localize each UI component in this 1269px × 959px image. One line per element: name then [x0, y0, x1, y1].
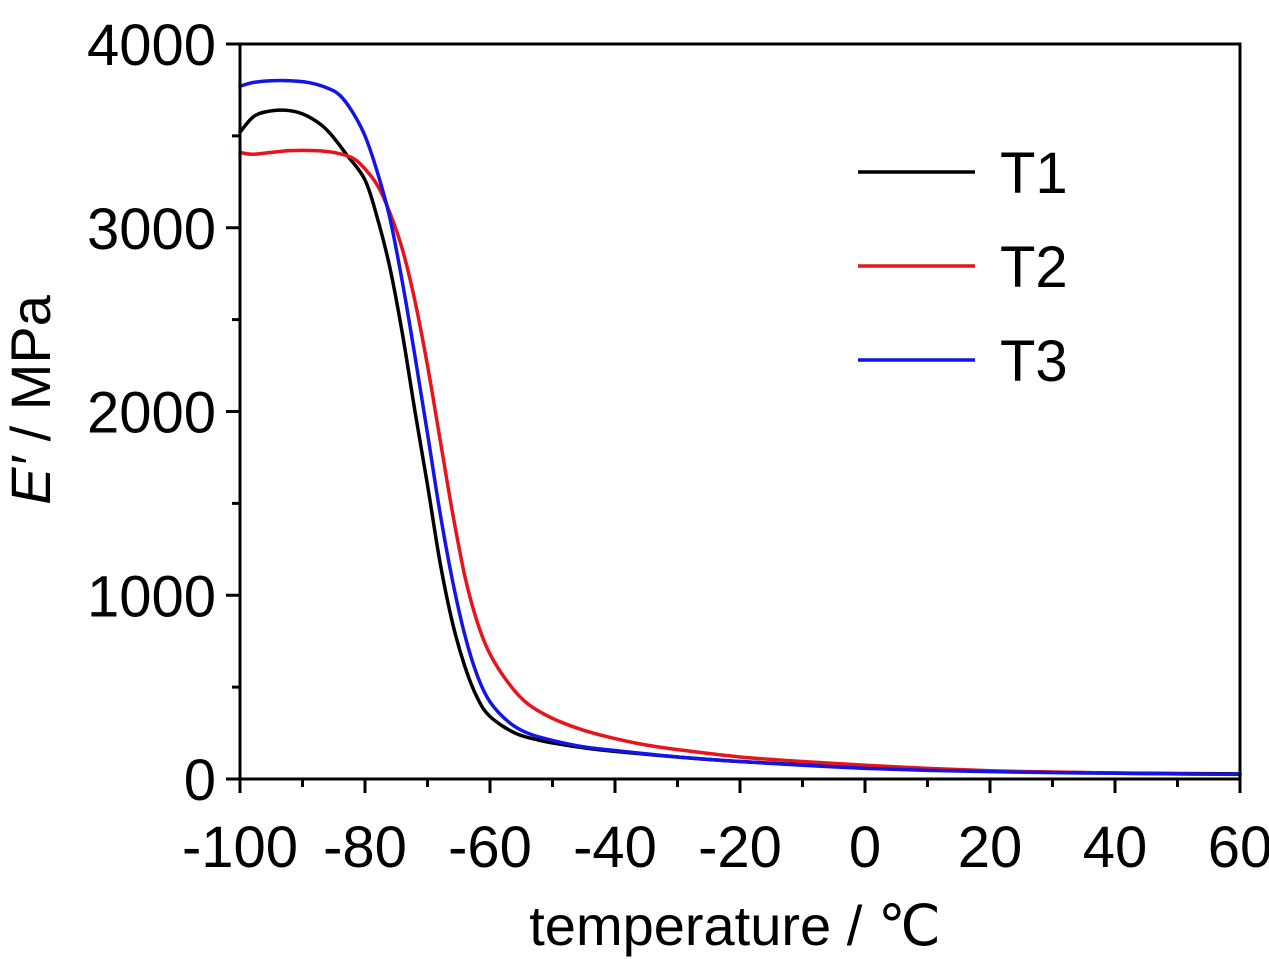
- y-axis-label: E′ / MPa: [0, 294, 62, 505]
- y-tick-label: 1000: [87, 564, 216, 629]
- series-line-t2: [238, 148, 1242, 777]
- y-axis-label-unit: / MPa: [0, 294, 62, 457]
- x-tick-label: 60: [1208, 815, 1269, 880]
- x-tick-label: -60: [448, 815, 532, 880]
- y-tick-label: 4000: [87, 13, 216, 78]
- series-layer: [238, 78, 1242, 777]
- legend-label-t1: T1: [1000, 141, 1068, 206]
- x-tick-label: 20: [958, 815, 1023, 880]
- legend-label-t3: T3: [1000, 329, 1068, 394]
- y-tick-label: 3000: [87, 197, 216, 262]
- x-tick-label: 0: [849, 815, 881, 880]
- y-tick-label: 2000: [87, 381, 216, 446]
- y-axis-label-symbol: E′: [0, 454, 62, 504]
- x-tick-label: -80: [323, 815, 407, 880]
- y-tick-label: 0: [184, 748, 216, 813]
- plot-frame: [238, 42, 1242, 781]
- legend-label-t2: T2: [1000, 235, 1068, 300]
- x-tick-label: -20: [698, 815, 782, 880]
- series-line-t3: [238, 78, 1242, 776]
- x-axis-label: temperature / ℃: [529, 894, 941, 957]
- x-tick-label: -100: [182, 815, 298, 880]
- legend: T1 T2 T3: [858, 141, 1068, 394]
- x-tick-label: -40: [573, 815, 657, 880]
- tick-layer: -100 -80 -60 -40 -20 0 20 40 60 0 1000 2000 3000 4000: [87, 13, 1269, 880]
- x-tick-label: 40: [1083, 815, 1148, 880]
